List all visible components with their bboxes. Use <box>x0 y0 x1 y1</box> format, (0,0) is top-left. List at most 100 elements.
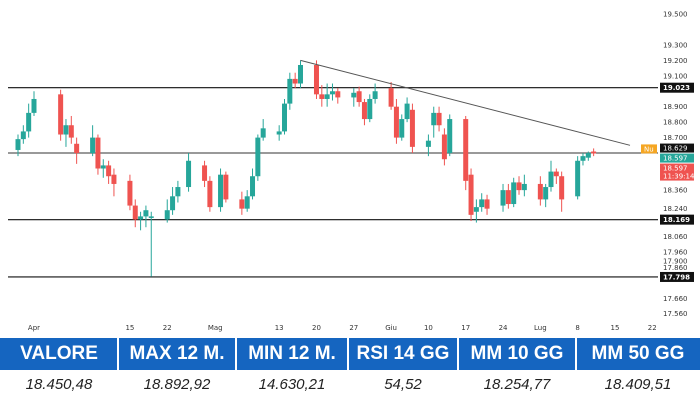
y-tick-label: 17.660 <box>663 295 688 303</box>
price-tag-label: 18.629 <box>663 145 688 153</box>
candle-body <box>537 183 543 200</box>
candle-body <box>276 131 282 135</box>
candle-body <box>388 88 394 107</box>
candle-body <box>106 165 112 177</box>
candle-body <box>484 199 490 209</box>
y-tick-label: 19.200 <box>663 57 688 65</box>
candle-body <box>361 102 367 120</box>
candlestick-chart-svg[interactable]: 19.500 19.300 19.200 19.100 18.900 18.800 18.7… <box>0 0 700 333</box>
candle-body <box>335 91 341 98</box>
price-tag <box>660 143 694 153</box>
y-tick-label: 17.900 <box>663 258 688 266</box>
price-tag <box>660 163 694 173</box>
candle-body <box>548 171 554 188</box>
candle-body <box>95 137 101 169</box>
price-tag <box>660 153 694 163</box>
candle-body <box>324 94 330 99</box>
candle-body <box>239 199 245 209</box>
level-price-label: 19.023 <box>663 84 690 92</box>
x-tick-label: Lug <box>534 324 547 332</box>
candle-body <box>500 190 506 206</box>
candle-body <box>409 109 415 147</box>
stats-header-valore: VALORE <box>0 338 118 370</box>
price-tag-label: 18.597 <box>663 165 688 173</box>
level-price-label: 18.169 <box>663 216 690 224</box>
candle-body <box>20 131 26 140</box>
stats-header-max-12m: MAX 12 M. <box>118 338 236 370</box>
y-tick-label: 19.100 <box>663 72 688 80</box>
candle-body <box>138 216 144 220</box>
candle-body <box>473 207 479 212</box>
y-tick-label: 17.960 <box>663 248 688 256</box>
candle-body <box>447 119 453 154</box>
candle-body <box>202 165 208 181</box>
candle-body <box>282 103 287 132</box>
y-tick-label: 19.300 <box>663 41 688 49</box>
x-tick-label: 15 <box>610 324 619 332</box>
candle-body <box>207 180 213 208</box>
y-tick-label: 18.240 <box>663 205 688 213</box>
stats-value-min-12m: 14.630,21 <box>258 376 326 393</box>
candle-body <box>218 174 224 208</box>
x-tick-label: 20 <box>312 324 321 332</box>
candle-body <box>351 92 357 98</box>
x-tick-label: Mag <box>208 324 223 332</box>
candle-body <box>372 91 378 99</box>
candle-body <box>127 180 133 206</box>
level-price-tag <box>660 82 694 93</box>
candle-body <box>559 176 565 200</box>
live-tag-label: Nu <box>644 145 654 153</box>
stats-header-mm-10gg: MM 10 GG <box>458 338 576 370</box>
candle-body <box>356 91 362 103</box>
y-tick-label: 18.900 <box>663 103 688 111</box>
stats-value-rsi-14gg: 54,52 <box>384 376 422 393</box>
candle-body <box>575 160 581 197</box>
live-tag <box>641 144 657 154</box>
stats-value-valore: 18.450,48 <box>25 376 93 393</box>
y-tick-label: 18.360 <box>663 187 688 195</box>
y-tick-label: 18.700 <box>663 134 688 142</box>
candle-body <box>260 128 266 138</box>
x-tick-label: 22 <box>648 324 657 332</box>
candle-body <box>292 78 298 84</box>
candle-body <box>74 143 80 154</box>
candle-body <box>505 190 511 205</box>
y-tick-label: 19.500 <box>663 11 688 19</box>
candle-body <box>511 182 517 205</box>
level-price-tag <box>660 214 694 225</box>
candle-body <box>468 174 474 215</box>
candle-body <box>90 137 96 154</box>
stats-separator <box>575 334 577 400</box>
stats-header-min-12m: MIN 12 M. <box>236 338 348 370</box>
stats-separator <box>347 334 349 400</box>
candle-body <box>297 64 303 84</box>
x-tick-label: Apr <box>28 324 40 332</box>
stats-table: VALORE MAX 12 M. MIN 12 M. RSI 14 GG MM … <box>0 334 700 400</box>
stats-header-row: VALORE MAX 12 M. MIN 12 M. RSI 14 GG MM … <box>0 338 700 370</box>
stats-value-mm-10gg: 18.254,77 <box>483 376 551 393</box>
price-chart[interactable]: 19.500 19.300 19.200 19.100 18.900 18.800 18.7… <box>0 0 700 333</box>
x-tick-label: 13 <box>275 324 284 332</box>
candle-body <box>244 196 250 209</box>
candle-body <box>585 153 591 158</box>
candle-body <box>463 119 469 181</box>
y-tick-label: 17.560 <box>663 310 688 318</box>
candle-body <box>148 216 154 218</box>
x-tick-label: 8 <box>575 324 579 332</box>
price-tag-label: 18.597 <box>663 155 688 163</box>
stats-value-mm-50gg: 18.409,51 <box>604 376 672 393</box>
y-tick-label: 18.060 <box>663 233 688 241</box>
x-tick-label: 17 <box>461 324 470 332</box>
candle-body <box>68 125 74 138</box>
candle-body <box>31 98 37 113</box>
stats-header-rsi-14gg: RSI 14 GG <box>348 338 458 370</box>
x-tick-label: 22 <box>163 324 172 332</box>
stats-value-max-12m: 18.892,92 <box>143 376 211 393</box>
stats-separator <box>117 334 119 400</box>
candle-body <box>580 156 586 161</box>
candle-body <box>431 112 437 126</box>
stats-separator <box>457 334 459 400</box>
candle-body <box>425 140 431 147</box>
price-tag <box>660 171 694 181</box>
candle-body <box>287 78 293 104</box>
